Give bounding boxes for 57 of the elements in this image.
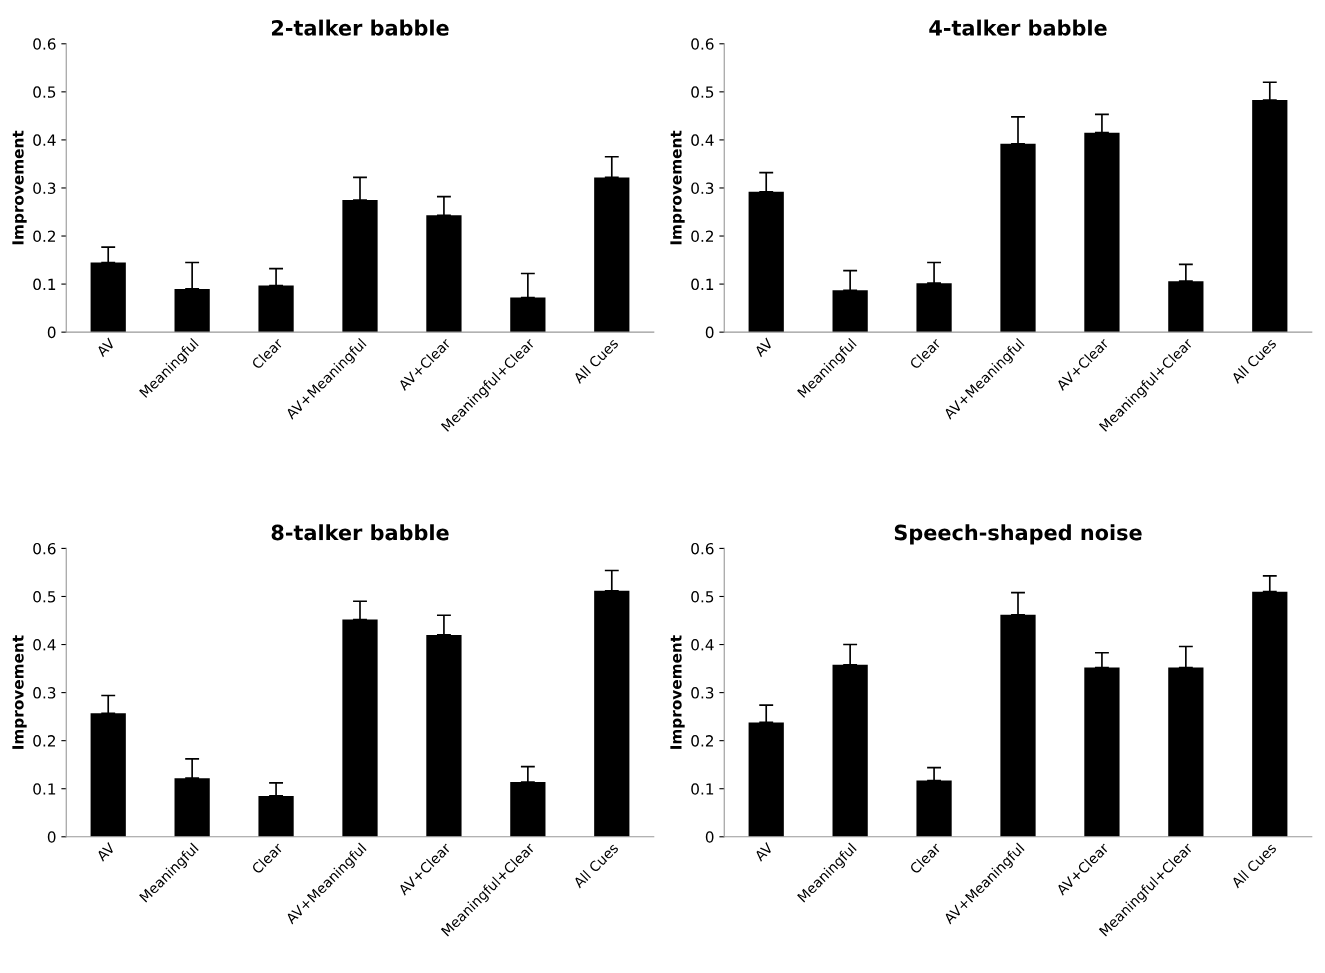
y-tick-label: 0.6 <box>691 542 714 555</box>
y-tick-label: 0.1 <box>691 783 714 795</box>
y-tick-label: 0.6 <box>691 38 714 50</box>
y-tick-label: 0.5 <box>33 86 56 98</box>
y-tick-label: 0.4 <box>33 639 56 651</box>
bar <box>832 664 868 837</box>
y-tick-label: 0.2 <box>691 230 713 243</box>
y-tick-label: 0.1 <box>33 278 56 291</box>
bar <box>342 199 378 333</box>
y-tick-label: 0 <box>705 831 714 843</box>
x-tick-label: AV <box>753 337 774 358</box>
y-tick-label: 0.3 <box>691 182 714 194</box>
y-axis-title: Improvement <box>12 635 27 749</box>
x-tick-label: AV <box>95 337 116 358</box>
y-tick-label: 0.4 <box>691 134 714 146</box>
y-tick-label: 0.5 <box>33 590 56 603</box>
y-tick-label: 0.6 <box>33 38 56 50</box>
bar <box>1000 143 1036 333</box>
bar <box>174 288 210 333</box>
y-axis-title: Improvement <box>670 130 685 245</box>
y-tick-label: 0.2 <box>33 230 55 243</box>
bar <box>258 795 294 837</box>
y-tick-label: 0.1 <box>691 278 714 291</box>
bar <box>426 634 462 837</box>
y-tick-label: 0 <box>47 831 56 843</box>
bar <box>1252 591 1288 837</box>
y-tick-label: 0.4 <box>691 639 714 651</box>
y-tick-label: 0.1 <box>33 783 56 795</box>
y-tick-label: 0.4 <box>33 134 56 146</box>
y-axis-title: Improvement <box>670 635 685 749</box>
bar <box>510 781 546 837</box>
chart-title: 2-talker babble <box>271 19 449 36</box>
x-tick-label: AV <box>753 842 774 862</box>
bar <box>1000 614 1036 837</box>
bar <box>1084 132 1120 333</box>
x-tick-label: AV <box>95 842 116 862</box>
y-tick-label: 0.6 <box>33 542 56 555</box>
y-tick-label: 0.5 <box>691 86 714 98</box>
y-tick-label: 0 <box>47 326 56 339</box>
chart-title: 8-talker babble <box>271 524 449 541</box>
bar <box>1252 100 1288 333</box>
y-tick-label: 0.3 <box>691 687 714 699</box>
chart-title: 4-talker babble <box>929 19 1107 36</box>
bar <box>748 191 784 333</box>
y-tick-label: 0.2 <box>691 735 713 747</box>
bar <box>594 590 630 837</box>
chart-title: Speech-shaped noise <box>894 524 1142 545</box>
y-tick-label: 0.5 <box>691 590 714 603</box>
bar <box>174 778 210 837</box>
y-axis-title: Improvement <box>12 130 27 245</box>
bar <box>90 713 126 837</box>
bar <box>1168 281 1204 333</box>
y-tick-label: 0.3 <box>33 182 56 194</box>
y-tick-label: 0 <box>705 326 714 339</box>
bar <box>916 283 952 333</box>
y-tick-label: 0.3 <box>33 687 56 699</box>
y-tick-label: 0.2 <box>33 735 55 747</box>
